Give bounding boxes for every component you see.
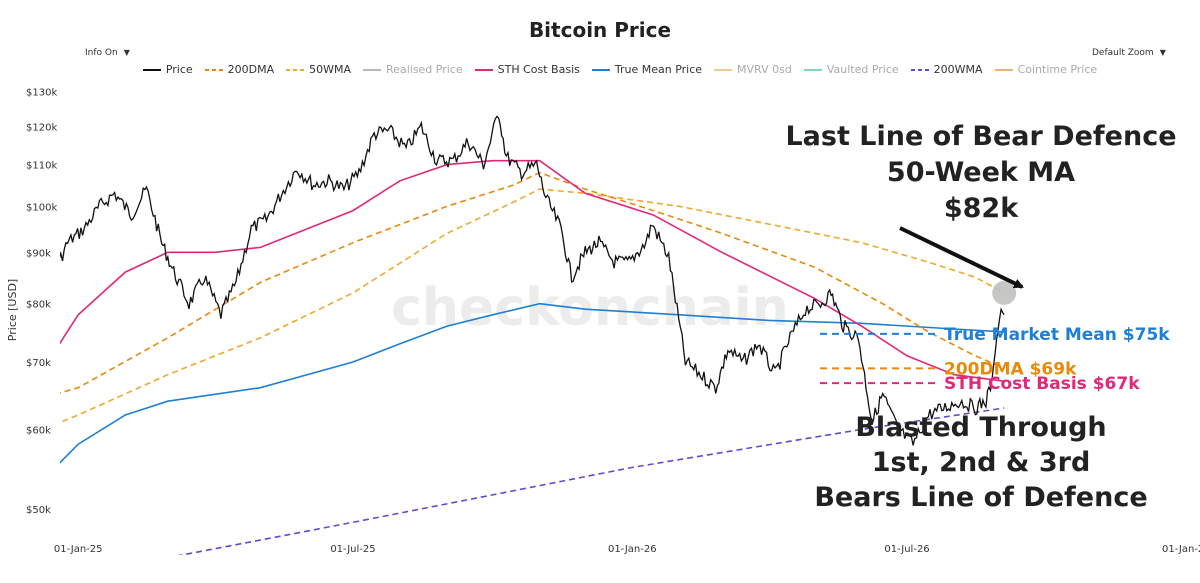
- pointer-arrow: [899, 226, 1024, 289]
- series-line-200dma: [60, 171, 1005, 394]
- y-axis-label: Price [USD]: [6, 279, 19, 341]
- series-line-true-mean-price: [60, 302, 1005, 464]
- y-tick-label: $80k: [26, 300, 51, 311]
- zoom-select[interactable]: Default Zoom ▼: [1092, 48, 1166, 58]
- legend-swatch: [363, 68, 382, 71]
- legend-item-200wma[interactable]: 200WMA: [910, 63, 983, 76]
- legend-label: 200WMA: [933, 63, 983, 76]
- x-tick-label: 01-Jul-26: [884, 544, 929, 555]
- legend-swatch: [286, 68, 305, 71]
- footer-annotation-line: Bears Line of Defence: [814, 482, 1147, 513]
- y-tick-label: $50k: [26, 505, 51, 516]
- legend-swatch: [803, 68, 822, 71]
- legend-label: STH Cost Basis: [497, 63, 580, 76]
- legend-label: 50WMA: [309, 63, 352, 76]
- series-line-50wma: [60, 188, 1005, 424]
- legend-swatch: [591, 68, 610, 71]
- annotation-layer: Last Line of Bear Defence 50-Week MA $82k B…: [785, 121, 1176, 513]
- y-tick-label: $70k: [26, 358, 51, 369]
- legend-swatch: [142, 68, 161, 71]
- y-tick-label: $130k: [26, 88, 57, 99]
- y-tick-label: $120k: [26, 123, 57, 134]
- axes-layer: $50k $60k $70k $80k $90k $100k $110k $120k $130k…: [26, 88, 1200, 555]
- legend-label: Price: [165, 63, 193, 76]
- headline-annotation-line: 50-Week MA: [887, 157, 1075, 188]
- footer-annotation-line: 1st, 2nd & 3rd: [872, 447, 1091, 478]
- legend-item-realised-price[interactable]: Realised Price: [363, 63, 463, 76]
- y-tick-label: $90k: [26, 248, 51, 259]
- series-line-price: [60, 115, 1005, 446]
- legend-item-cointime-price[interactable]: Cointime Price: [994, 63, 1098, 76]
- zoom-select-label: Default Zoom: [1092, 48, 1154, 58]
- legend-swatch: [204, 68, 223, 71]
- series-layer: [60, 115, 1005, 555]
- legend-label: Realised Price: [386, 63, 463, 76]
- y-tick-label: $100k: [26, 202, 57, 213]
- legend-swatch: [474, 68, 493, 71]
- level-label: True Market Mean $75k: [944, 325, 1170, 345]
- x-tick-label: 01-Jan-26: [608, 544, 657, 555]
- chart-title: Bitcoin Price: [528, 18, 672, 42]
- legend-item-true-mean-price[interactable]: True Mean Price: [591, 63, 703, 76]
- level-label: 200DMA $69k: [944, 359, 1077, 379]
- chart-legend: Price 200DMA 50WMA Realised Price STH Cost B…: [0, 63, 1200, 76]
- legend-item-sth-cost-basis[interactable]: STH Cost Basis: [474, 63, 580, 76]
- legend-swatch: [994, 68, 1013, 71]
- headline-annotation-line: Last Line of Bear Defence: [785, 121, 1176, 152]
- legend-label: True Mean Price: [614, 63, 703, 76]
- legend-item-price[interactable]: Price: [142, 63, 193, 76]
- chevron-down-icon: ▼: [123, 48, 130, 57]
- chevron-down-icon: ▼: [1159, 48, 1166, 57]
- footer-annotation-line: Blasted Through: [855, 412, 1106, 443]
- legend-swatch: [714, 68, 733, 71]
- legend-item-50wma[interactable]: 50WMA: [286, 63, 351, 76]
- x-tick-label: 01-Jul-25: [330, 544, 375, 555]
- level-label: STH Cost Basis $67k: [944, 374, 1140, 394]
- info-toggle[interactable]: Info On ▼: [85, 48, 130, 58]
- highlight-marker: [992, 280, 1017, 305]
- x-tick-label: 01-Jan-27: [1162, 544, 1200, 555]
- legend-item-200dma[interactable]: 200DMA: [204, 63, 275, 76]
- legend-label: MVRV 0sd: [737, 63, 792, 76]
- watermark: checkonchain: [391, 278, 789, 338]
- legend-label: Vaulted Price: [826, 63, 899, 76]
- y-tick-label: $60k: [26, 425, 51, 436]
- headline-annotation-line: $82k: [944, 193, 1019, 224]
- legend-label: 200DMA: [227, 63, 275, 76]
- series-line-200wma: [177, 407, 1005, 555]
- info-toggle-label: Info On: [85, 48, 118, 58]
- x-tick-label: 01-Jan-25: [54, 544, 103, 555]
- legend-label: Cointime Price: [1017, 63, 1098, 76]
- legend-swatch: [910, 68, 929, 71]
- legend-item-mvrv-0sd[interactable]: MVRV 0sd: [714, 63, 792, 76]
- legend-item-vaulted-price[interactable]: Vaulted Price: [803, 63, 899, 76]
- y-tick-label: $110k: [26, 161, 57, 172]
